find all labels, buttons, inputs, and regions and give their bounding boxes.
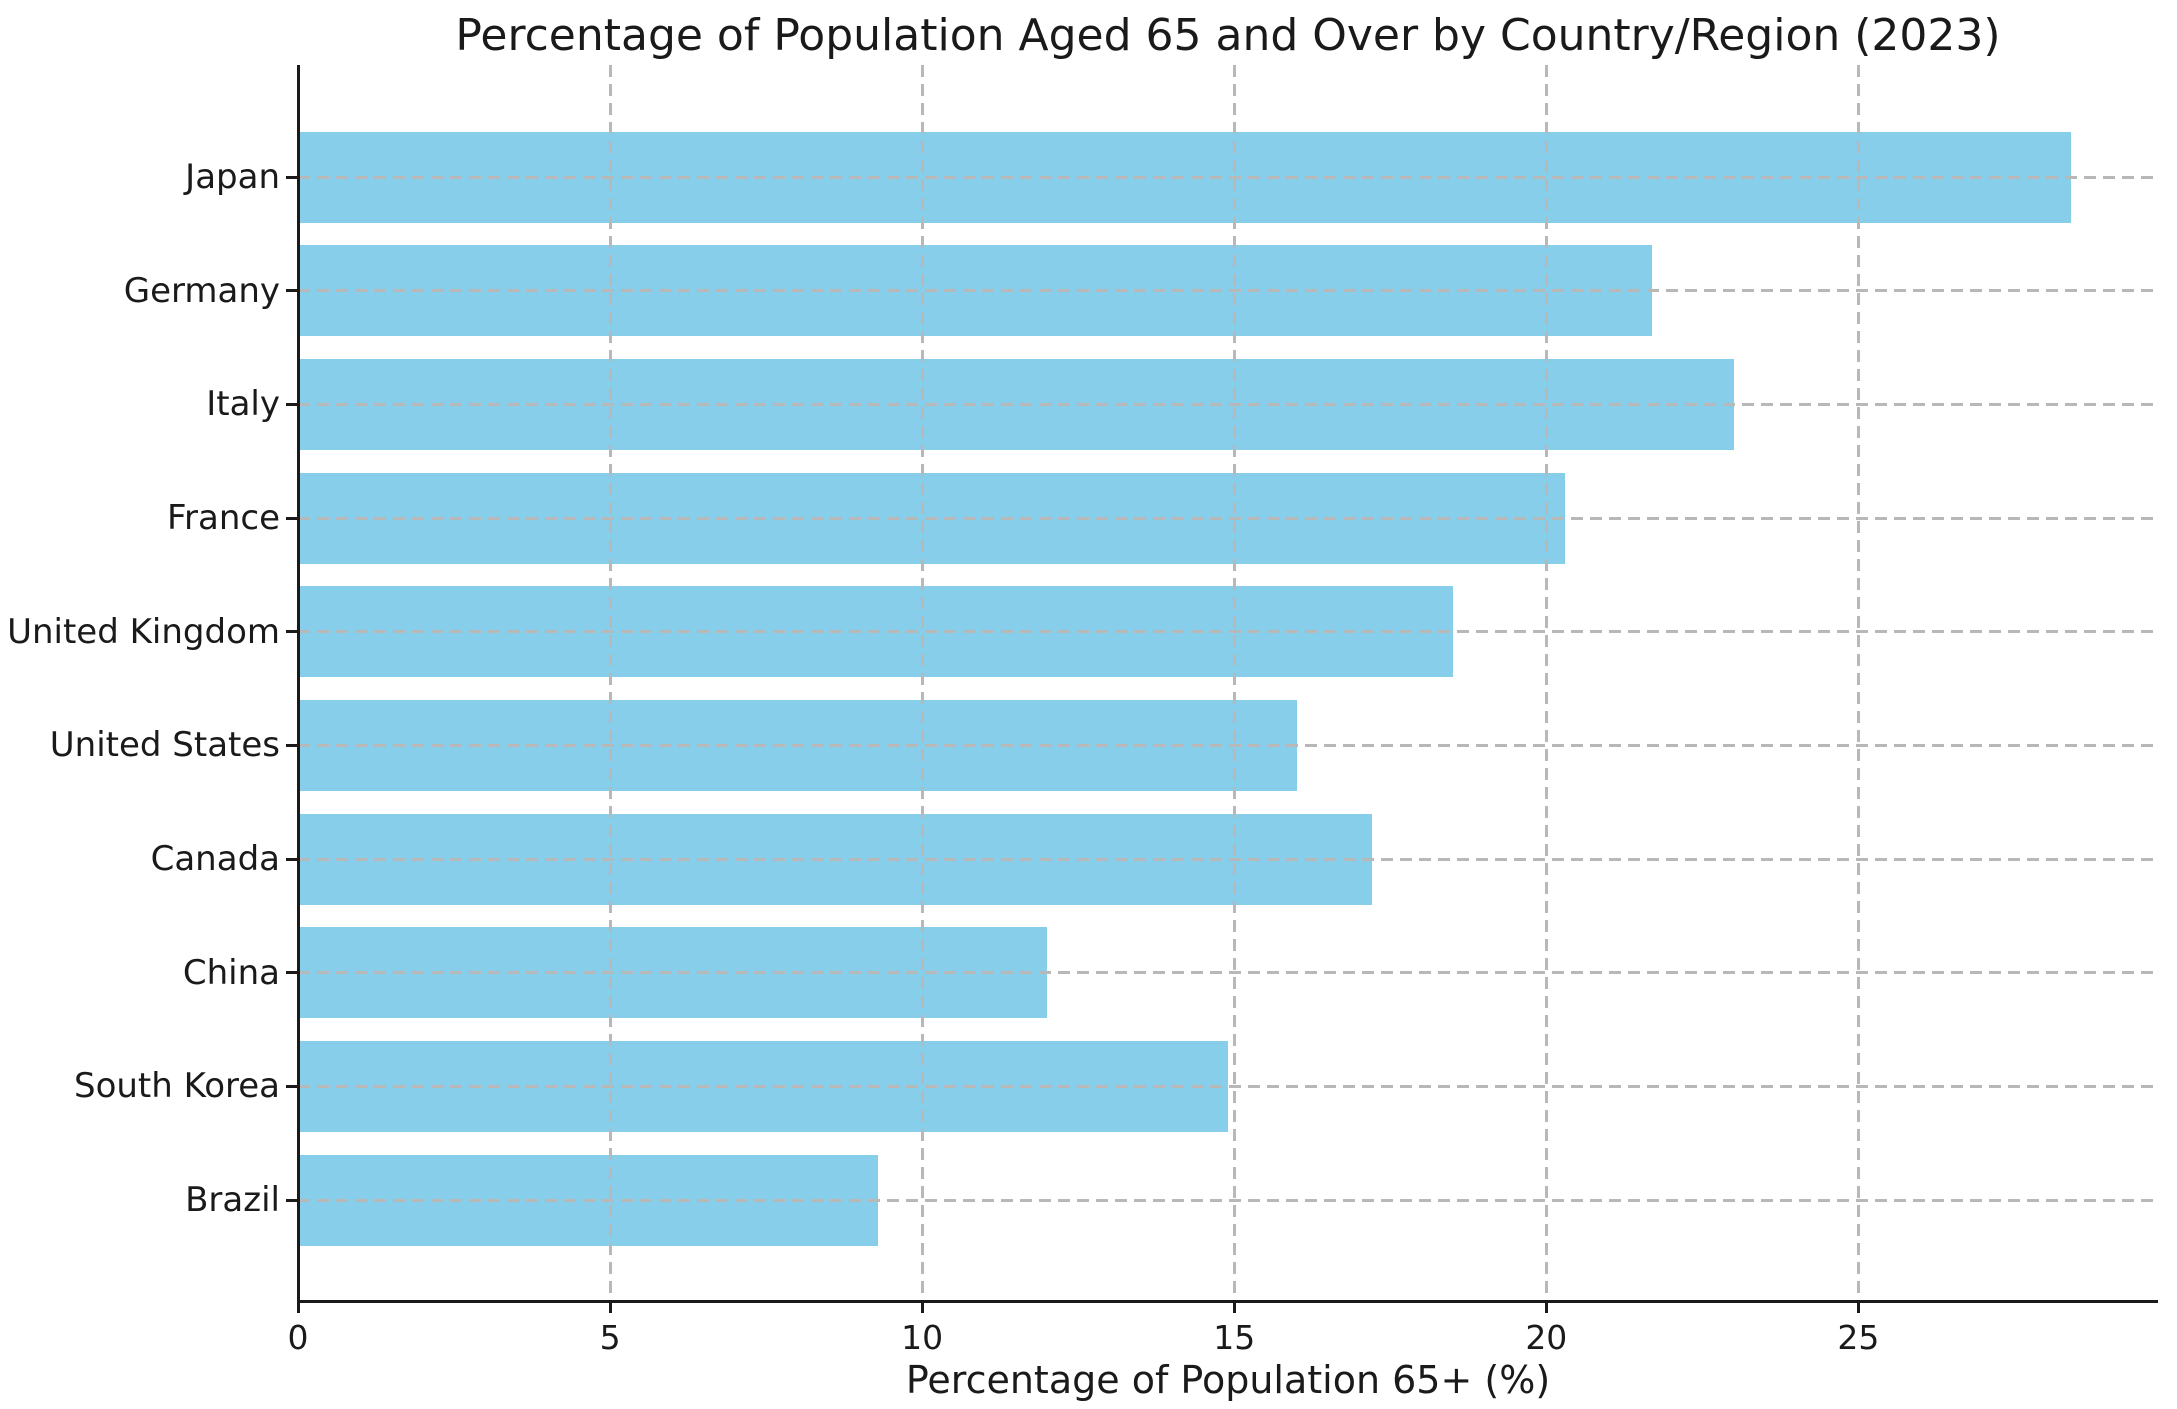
v-gridline <box>608 65 612 1302</box>
y-axis-spine <box>297 65 300 1303</box>
x-tick-mark <box>1544 1302 1548 1313</box>
h-gridline <box>298 1084 2158 1088</box>
y-tick-mark <box>286 971 298 975</box>
h-gridline <box>298 402 2158 406</box>
x-tick-label: 15 <box>1213 1318 1256 1357</box>
y-tick-mark <box>286 516 298 520</box>
v-gridline <box>1544 65 1548 1302</box>
x-tick-label: 20 <box>1525 1318 1568 1357</box>
y-category-label: Canada <box>150 839 280 880</box>
plot-area <box>286 65 2158 1313</box>
h-gridline <box>298 630 2158 634</box>
x-tick-mark <box>608 1302 612 1313</box>
x-tick-label: 5 <box>599 1318 621 1357</box>
y-tick-mark <box>286 630 298 634</box>
y-tick-mark <box>286 1198 298 1202</box>
v-gridline <box>920 65 924 1302</box>
y-category-label: Japan <box>185 157 280 197</box>
x-tick-label: 25 <box>1837 1318 1880 1357</box>
x-tick-mark <box>920 1302 924 1313</box>
y-tick-mark <box>286 289 298 293</box>
y-tick-mark <box>286 402 298 406</box>
y-tick-mark <box>286 743 298 747</box>
x-tick-mark <box>1856 1302 1860 1313</box>
chart-title: Percentage of Population Aged 65 and Ove… <box>455 10 2001 61</box>
x-tick-label: 0 <box>287 1318 309 1357</box>
x-tick-mark <box>296 1302 300 1313</box>
y-category-label: United States <box>49 725 280 766</box>
x-axis-tick-labels: 0 5 10 15 20 25 <box>288 1318 2158 1364</box>
y-category-label: United Kingdom <box>7 611 280 652</box>
y-tick-mark <box>286 175 298 179</box>
h-gridline <box>298 743 2158 747</box>
x-tick-label: 10 <box>901 1318 944 1357</box>
h-gridline <box>298 516 2158 520</box>
h-gridline <box>298 1198 2158 1202</box>
y-category-label: Brazil <box>185 1180 280 1221</box>
y-category-label: South Korea <box>73 1066 280 1107</box>
h-gridline <box>298 175 2158 179</box>
y-category-label: France <box>166 498 280 538</box>
y-category-label: China <box>182 952 280 993</box>
y-tick-mark <box>286 857 298 861</box>
y-axis-category-labels: Japan Germany Italy France United Kingdom Uni… <box>0 65 280 1302</box>
y-category-label: Germany <box>123 270 280 311</box>
v-gridline <box>1232 65 1236 1302</box>
x-tick-mark <box>1232 1302 1236 1313</box>
h-gridline <box>298 857 2158 861</box>
y-tick-mark <box>286 1084 298 1088</box>
v-gridline <box>1856 65 1860 1302</box>
x-axis-label: Percentage of Population 65+ (%) <box>905 1358 1551 1402</box>
x-axis-spine <box>297 1300 2158 1303</box>
y-category-label: Italy <box>206 384 280 425</box>
h-gridline <box>298 971 2158 975</box>
h-gridline <box>298 289 2158 293</box>
